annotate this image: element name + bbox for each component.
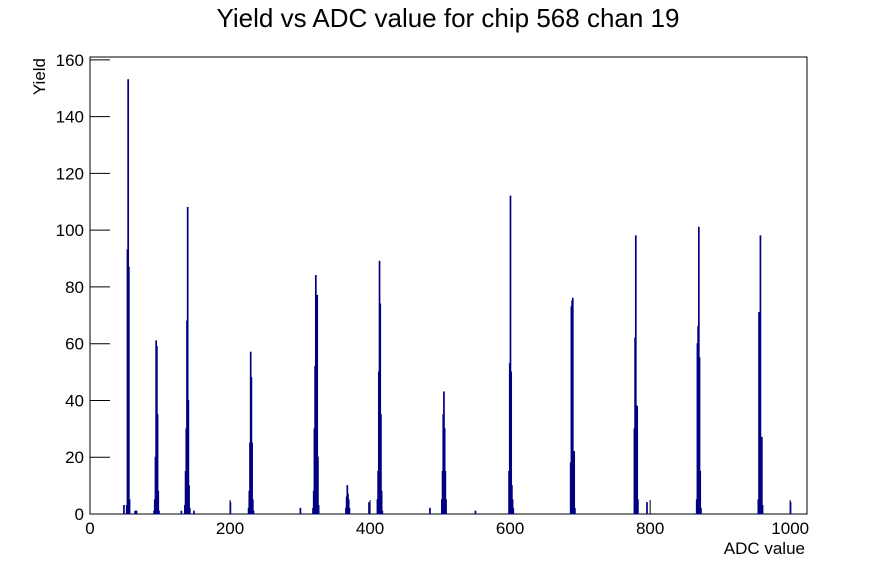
y-tick-label: 60 [65,335,84,354]
histogram-bar [128,499,131,515]
histogram-bar [789,502,792,515]
histogram-bar [348,507,351,515]
x-tick-label: 0 [85,519,94,538]
histogram-bar [193,510,195,515]
y-tick-label: 20 [65,448,84,467]
histogram-bar [134,510,137,515]
y-tick-label: 120 [56,164,84,183]
y-tick-label: 140 [56,108,84,127]
histogram-bar [157,490,160,515]
y-tick-label: 0 [75,505,84,524]
x-tick-label: 1000 [771,519,809,538]
histogram-bar [445,499,447,515]
y-tick-label: 100 [56,221,84,240]
histogram-bar [760,436,763,515]
histogram-bar [512,507,515,515]
histogram-bar [646,502,648,515]
histogram-bar [636,405,639,515]
histogram-bar [574,507,576,515]
histogram-bar [637,499,639,515]
y-axis-label: Yield [30,58,49,95]
histogram-bar [474,510,477,515]
x-tick-label: 600 [496,519,524,538]
histogram-bar [128,266,130,515]
plot-frame [89,56,808,515]
histogram-bar [188,507,191,515]
y-tick-label: 80 [65,278,84,297]
histogram-bar [368,502,370,515]
histogram-bar [573,451,576,515]
histogram-bar [700,507,702,515]
histogram-bar [135,510,138,515]
histogram-bar [380,490,383,515]
histogram-bar [429,507,431,515]
histogram-bar [699,470,702,515]
chart-title: Yield vs ADC value for chip 568 chan 19 [217,3,680,33]
histogram-bar [761,504,764,515]
x-axis-label: ADC value [724,539,805,558]
y-tick-label: 160 [56,51,84,70]
histogram-bar [252,510,255,515]
histogram-bar [123,504,125,515]
histogram-bar [158,510,160,515]
histogram-bar [381,510,384,515]
histogram-bar [229,502,232,515]
x-tick-label: 400 [356,519,384,538]
histogram-bar [180,510,183,515]
x-tick-label: 800 [636,519,664,538]
histogram-bar [299,507,302,515]
y-tick-label: 40 [65,391,84,410]
x-tick-label: 200 [216,519,244,538]
histogram-bar [317,504,320,515]
